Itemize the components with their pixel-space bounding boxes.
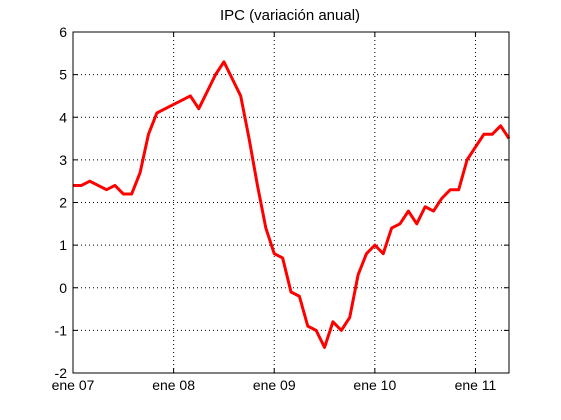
y-tick-label: 6 <box>59 24 67 40</box>
x-tick-label: ene 10 <box>353 377 396 393</box>
y-tick-label: 5 <box>59 67 67 83</box>
series-layer <box>73 60 511 349</box>
y-tick-label: 1 <box>59 237 67 253</box>
axis-layer: -2 -1 0 1 2 3 4 5 6 ene 07 ene 08 ene 09 ene 10 ene 1… <box>52 24 509 393</box>
x-tick-label: ene 07 <box>52 377 95 393</box>
y-tick-label: 4 <box>59 109 67 125</box>
chart-title: IPC (variación anual) <box>220 7 360 24</box>
x-tick-label: ene 08 <box>152 377 195 393</box>
plot-frame <box>72 31 510 374</box>
series-line <box>73 60 511 349</box>
y-tick-label: 0 <box>59 280 67 296</box>
x-tick-label: ene 11 <box>455 377 497 393</box>
x-tick-label: ene 09 <box>253 377 296 393</box>
y-tick-label: 3 <box>59 152 67 168</box>
y-tick-label: -1 <box>55 322 68 338</box>
y-tick-label: 2 <box>59 195 67 211</box>
y-tick-label: -2 <box>55 365 68 381</box>
grid-layer <box>73 32 509 373</box>
